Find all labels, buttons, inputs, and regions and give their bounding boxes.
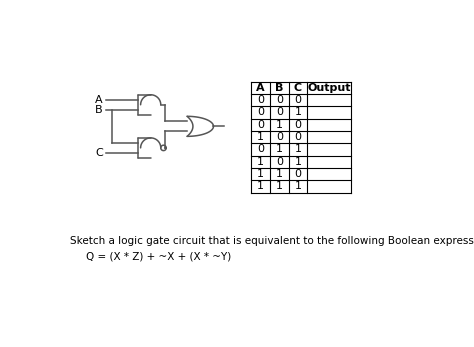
Text: 0: 0 bbox=[276, 95, 283, 105]
Text: C: C bbox=[95, 148, 103, 158]
Text: 0: 0 bbox=[257, 120, 264, 130]
Text: 1: 1 bbox=[257, 132, 264, 142]
Text: 0: 0 bbox=[294, 132, 301, 142]
Text: A: A bbox=[256, 83, 265, 93]
Text: 1: 1 bbox=[257, 157, 264, 167]
Text: A: A bbox=[95, 95, 103, 105]
Text: 1: 1 bbox=[257, 169, 264, 179]
Text: 1: 1 bbox=[257, 181, 264, 192]
Text: 1: 1 bbox=[294, 144, 301, 154]
Text: 0: 0 bbox=[276, 132, 283, 142]
Text: 1: 1 bbox=[276, 169, 283, 179]
Text: 0: 0 bbox=[276, 157, 283, 167]
Text: Q = (X * Z) + ~X + (X * ~Y): Q = (X * Z) + ~X + (X * ~Y) bbox=[86, 251, 231, 261]
Text: Sketch a logic gate circuit that is equivalent to the following Boolean expressi: Sketch a logic gate circuit that is equi… bbox=[70, 236, 474, 246]
Text: B: B bbox=[275, 83, 283, 93]
Text: 0: 0 bbox=[257, 108, 264, 118]
Text: 1: 1 bbox=[276, 120, 283, 130]
Text: 1: 1 bbox=[276, 144, 283, 154]
Text: B: B bbox=[95, 105, 103, 115]
Text: 0: 0 bbox=[257, 144, 264, 154]
Text: 1: 1 bbox=[294, 181, 301, 192]
Text: 0: 0 bbox=[294, 120, 301, 130]
Text: 0: 0 bbox=[294, 95, 301, 105]
Text: 0: 0 bbox=[294, 169, 301, 179]
Text: Output: Output bbox=[307, 83, 351, 93]
Text: C: C bbox=[294, 83, 302, 93]
Text: 0: 0 bbox=[257, 95, 264, 105]
Text: 1: 1 bbox=[294, 108, 301, 118]
Text: 1: 1 bbox=[276, 181, 283, 192]
Text: 1: 1 bbox=[294, 157, 301, 167]
Text: 0: 0 bbox=[276, 108, 283, 118]
